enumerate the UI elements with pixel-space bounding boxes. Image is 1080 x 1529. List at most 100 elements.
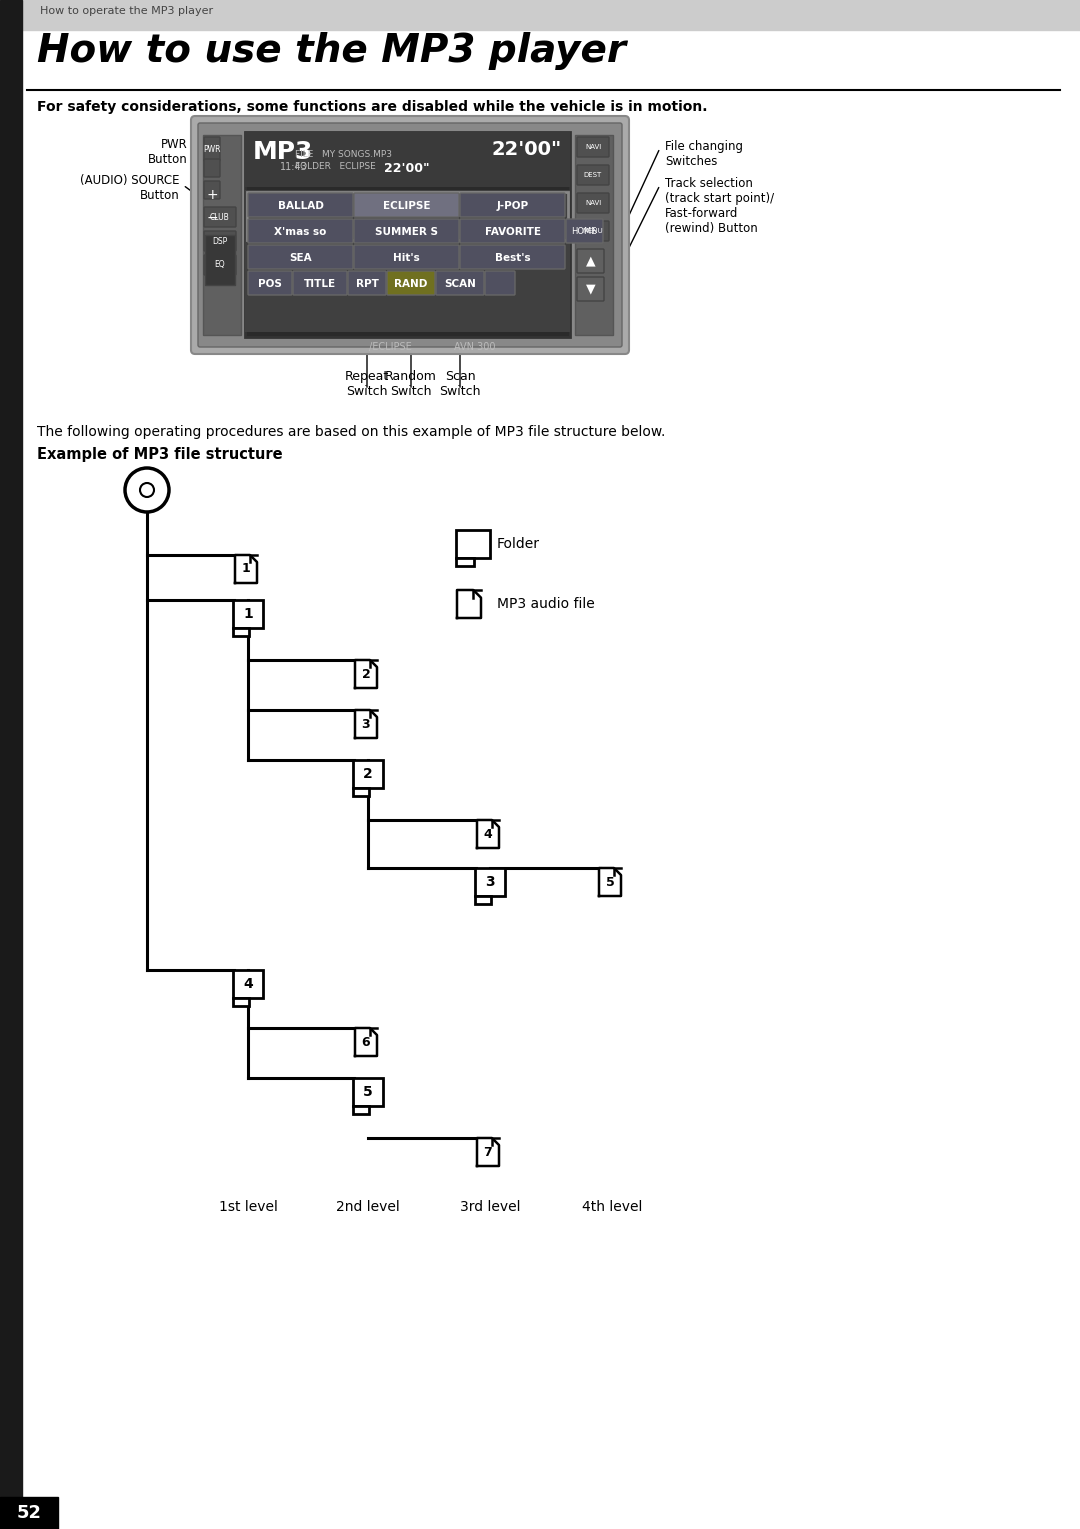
Text: Example of MP3 file structure: Example of MP3 file structure [37,446,283,462]
Text: 52: 52 [16,1505,41,1521]
Text: 11:43: 11:43 [280,162,308,171]
Text: Scan
Switch: Scan Switch [440,370,481,398]
Text: SEA: SEA [289,252,312,263]
Bar [247,193,568,240]
Text: 3rd level: 3rd level [460,1200,521,1214]
Bar [0,1497,58,1529]
Text: SCAN: SCAN [444,278,476,289]
Polygon shape [235,555,257,583]
Bar [233,628,248,636]
Text: 22'00": 22'00" [384,162,430,174]
Text: POS: POS [258,278,282,289]
Text: Best's: Best's [495,252,530,263]
Text: PWR: PWR [203,145,220,153]
FancyBboxPatch shape [460,245,565,269]
FancyBboxPatch shape [248,245,353,269]
FancyBboxPatch shape [248,271,292,295]
Polygon shape [457,590,481,618]
Text: File changing
Switches: File changing Switches [665,141,743,168]
Text: RPT: RPT [355,278,378,289]
Text: PWR
Button: PWR Button [148,138,188,167]
FancyBboxPatch shape [577,193,609,213]
Text: 2: 2 [362,668,370,680]
FancyBboxPatch shape [204,138,220,161]
FancyBboxPatch shape [204,206,237,226]
Text: 2: 2 [363,768,373,781]
Text: 4: 4 [484,827,492,841]
Bar [245,190,570,332]
FancyBboxPatch shape [354,219,459,243]
FancyBboxPatch shape [460,219,565,243]
FancyBboxPatch shape [577,138,609,157]
Polygon shape [355,661,377,688]
Text: For safety considerations, some functions are disabled while the vehicle is in m: For safety considerations, some function… [37,99,707,115]
Bar [575,135,613,335]
Bar [233,599,264,628]
Text: FILE   MY SONGS.MP3: FILE MY SONGS.MP3 [295,150,392,159]
Text: SUMMER S: SUMMER S [375,226,438,237]
Text: AVN 300: AVN 300 [455,342,496,352]
Polygon shape [477,1138,499,1167]
Text: MP3: MP3 [253,141,313,164]
Bar [205,235,235,284]
Text: 4: 4 [243,977,253,991]
FancyBboxPatch shape [485,271,515,295]
Text: ECLIPSE: ECLIPSE [382,200,430,211]
Bar [353,787,368,795]
Text: (AUDIO) SOURCE
Button: (AUDIO) SOURCE Button [81,174,180,202]
Text: 1: 1 [242,563,251,575]
FancyBboxPatch shape [248,219,353,243]
FancyBboxPatch shape [293,271,347,295]
Text: CLUB: CLUB [211,213,230,222]
Bar [353,1105,368,1113]
FancyBboxPatch shape [354,245,459,269]
Text: /ECLIPSE: /ECLIPSE [368,342,411,352]
FancyBboxPatch shape [577,249,604,274]
Text: 5: 5 [363,1086,373,1099]
Text: BALLAD: BALLAD [278,200,323,211]
Text: 3: 3 [362,717,370,731]
FancyBboxPatch shape [204,159,220,177]
Text: 5: 5 [606,876,615,888]
FancyBboxPatch shape [204,180,220,199]
Bar [456,531,490,558]
Bar [245,131,570,187]
Text: TITLE: TITLE [303,278,336,289]
FancyBboxPatch shape [577,277,604,301]
FancyBboxPatch shape [436,271,484,295]
Text: ▲: ▲ [585,254,595,268]
Bar [353,760,383,787]
FancyBboxPatch shape [387,271,435,295]
FancyBboxPatch shape [198,122,622,347]
Bar [475,868,505,896]
FancyBboxPatch shape [348,271,386,295]
FancyBboxPatch shape [354,193,459,217]
Text: +: + [206,188,218,202]
Circle shape [140,483,154,497]
Polygon shape [599,868,621,896]
Bar [475,896,490,904]
Bar [456,558,474,566]
Bar [0,0,22,1529]
FancyBboxPatch shape [204,231,237,251]
Polygon shape [477,820,499,849]
Text: EQ: EQ [215,260,226,269]
FancyBboxPatch shape [204,255,237,275]
Text: 7: 7 [484,1145,492,1159]
Bar [233,998,248,1006]
Text: 3: 3 [485,875,495,888]
Text: How to operate the MP3 player: How to operate the MP3 player [40,6,213,15]
Text: DSP: DSP [213,237,228,246]
Text: RAND: RAND [394,278,428,289]
Text: X'mas so: X'mas so [274,226,326,237]
Text: How to use the MP3 player: How to use the MP3 player [37,32,626,70]
FancyBboxPatch shape [577,222,609,242]
Text: FOLDER   ECLIPSE: FOLDER ECLIPSE [295,162,376,171]
Bar [203,135,241,335]
Text: HOME: HOME [571,228,597,237]
Text: NAVI: NAVI [585,144,602,150]
Circle shape [125,468,168,512]
Text: The following operating procedures are based on this example of MP3 file structu: The following operating procedures are b… [37,425,665,439]
Text: DEST: DEST [584,171,603,177]
Bar [233,969,264,998]
